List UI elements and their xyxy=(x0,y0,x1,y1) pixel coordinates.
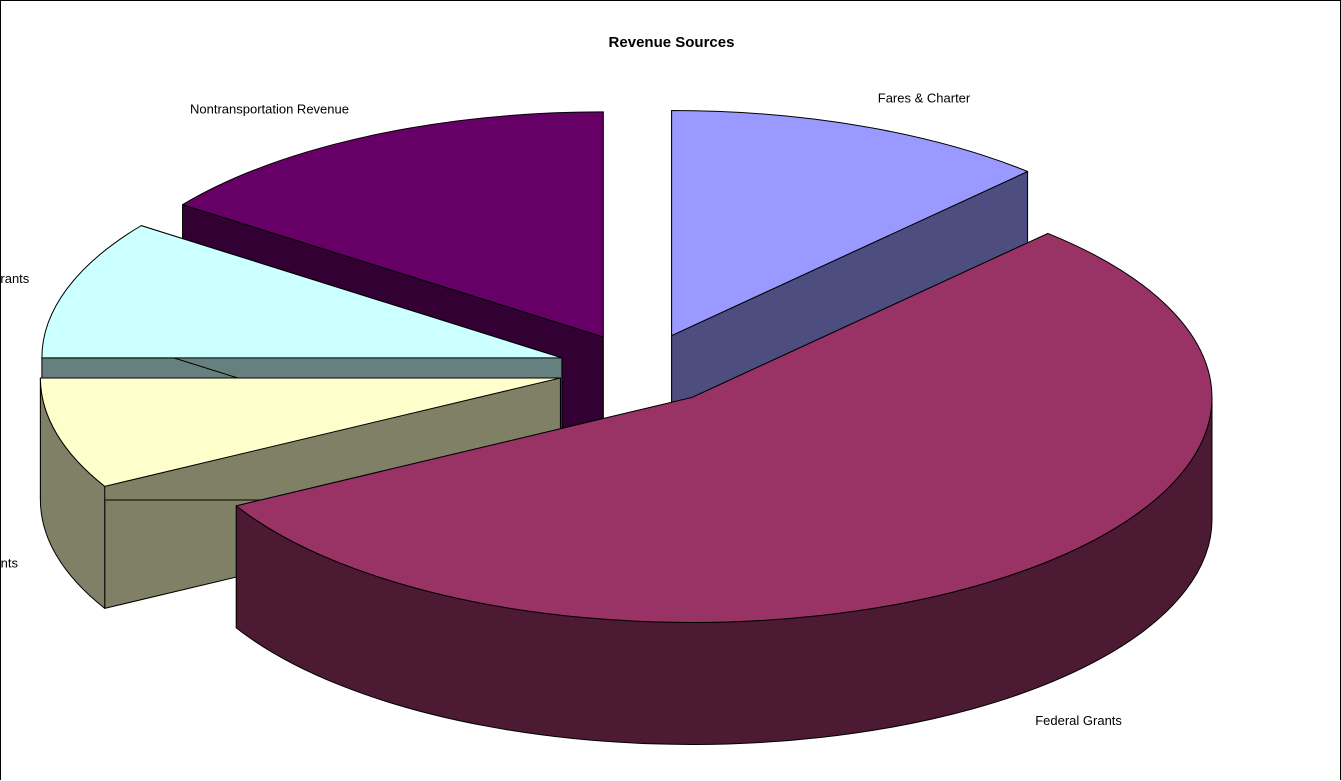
slice-federal-grants-top xyxy=(235,232,1213,623)
label-local-grants: Local Grants xyxy=(1,271,30,286)
label-state-grants: State Grants xyxy=(1,555,19,570)
slice-state-grants-top xyxy=(39,377,561,487)
slice-nontransportation-revenue-top xyxy=(182,111,604,338)
label-nontransportation-revenue: Nontransportation Revenue xyxy=(190,102,349,117)
slice-federal-grants xyxy=(235,232,1213,745)
slice-local-grants-top xyxy=(41,225,563,359)
label-federal-grants: Federal Grants xyxy=(1035,713,1122,728)
label-fares-charter: Fares & Charter xyxy=(878,90,971,105)
chart-title: Revenue Sources xyxy=(608,34,735,51)
slice-fares-charter-top xyxy=(671,110,1029,337)
